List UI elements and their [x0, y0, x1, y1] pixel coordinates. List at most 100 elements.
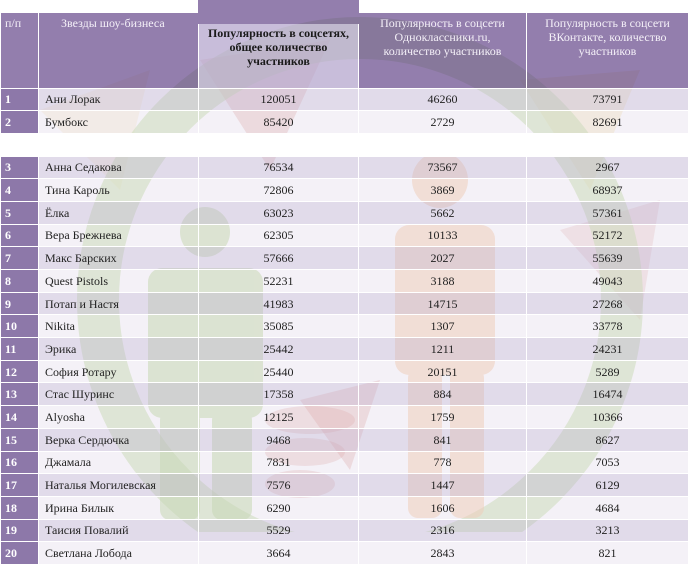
vkontakte-cell: 49043	[527, 270, 688, 293]
vkontakte-cell: 2967	[527, 156, 688, 179]
star-name-cell: Эрика	[39, 338, 199, 361]
total-popularity-cell: 7831	[199, 451, 359, 474]
header-odnoklassniki[interactable]: Популярность в соцсети Одноклассники.ru,…	[359, 12, 527, 88]
star-name-cell: София Ротару	[39, 360, 199, 383]
header-total-popularity[interactable]: Популярность в соцсетях, общее количеств…	[199, 12, 359, 88]
total-popularity-cell: 62305	[199, 224, 359, 247]
header-vkontakte[interactable]: Популярность в соцсети ВКонтакте, количе…	[527, 12, 688, 88]
odnoklassniki-cell: 2027	[359, 247, 527, 270]
vkontakte-cell: 5289	[527, 360, 688, 383]
row-separator	[1, 133, 688, 156]
odnoklassniki-cell: 1307	[359, 315, 527, 338]
vkontakte-cell: 6129	[527, 474, 688, 497]
row-number-cell: 9	[1, 292, 39, 315]
header-stars: Звезды шоу-бизнеса	[39, 12, 199, 88]
row-number-cell: 14	[1, 406, 39, 429]
row-number-cell: 16	[1, 451, 39, 474]
star-name-cell: Ирина Билык	[39, 496, 199, 519]
star-name-cell: Quest Pistols	[39, 270, 199, 293]
star-name-cell: Светлана Лобода	[39, 542, 199, 565]
vkontakte-cell: 24231	[527, 338, 688, 361]
row-number-cell: 5	[1, 201, 39, 224]
star-name-cell: Анна Седакова	[39, 156, 199, 179]
star-name-cell: Таисия Повалий	[39, 519, 199, 542]
star-name-cell: Наталья Могилевская	[39, 474, 199, 497]
total-popularity-cell: 72806	[199, 179, 359, 202]
total-popularity-cell: 7576	[199, 474, 359, 497]
odnoklassniki-cell: 10133	[359, 224, 527, 247]
vkontakte-cell: 33778	[527, 315, 688, 338]
vkontakte-cell: 8627	[527, 428, 688, 451]
row-number-cell: 4	[1, 179, 39, 202]
total-popularity-cell: 41983	[199, 292, 359, 315]
row-number-cell: 6	[1, 224, 39, 247]
star-name-cell: Тина Кароль	[39, 179, 199, 202]
row-number-cell: 12	[1, 360, 39, 383]
total-popularity-cell: 6290	[199, 496, 359, 519]
total-popularity-cell: 35085	[199, 315, 359, 338]
row-number-cell: 20	[1, 542, 39, 565]
row-number-cell: 2	[1, 111, 39, 134]
vkontakte-cell: 73791	[527, 88, 688, 111]
vkontakte-cell: 10366	[527, 406, 688, 429]
total-popularity-cell: 12125	[199, 406, 359, 429]
total-popularity-cell: 52231	[199, 270, 359, 293]
total-popularity-cell: 17358	[199, 383, 359, 406]
star-name-cell: Вера Брежнева	[39, 224, 199, 247]
odnoklassniki-cell: 2843	[359, 542, 527, 565]
odnoklassniki-cell: 3869	[359, 179, 527, 202]
row-number-cell: 19	[1, 519, 39, 542]
vkontakte-cell: 3213	[527, 519, 688, 542]
odnoklassniki-cell: 3188	[359, 270, 527, 293]
header-number: п/п	[1, 12, 39, 88]
odnoklassniki-cell: 1759	[359, 406, 527, 429]
total-popularity-cell: 57666	[199, 247, 359, 270]
vkontakte-cell: 821	[527, 542, 688, 565]
odnoklassniki-cell: 1211	[359, 338, 527, 361]
odnoklassniki-cell: 884	[359, 383, 527, 406]
odnoklassniki-cell: 778	[359, 451, 527, 474]
star-name-cell: Верка Сердючка	[39, 428, 199, 451]
total-popularity-cell: 25442	[199, 338, 359, 361]
star-name-cell: Макс Барских	[39, 247, 199, 270]
total-popularity-cell: 76534	[199, 156, 359, 179]
row-number-cell: 10	[1, 315, 39, 338]
star-name-cell: Alyosha	[39, 406, 199, 429]
star-name-cell: Nikita	[39, 315, 199, 338]
odnoklassniki-cell: 2316	[359, 519, 527, 542]
star-name-cell: Ёлка	[39, 201, 199, 224]
row-separator-cell	[1, 133, 688, 156]
vkontakte-cell: 55639	[527, 247, 688, 270]
odnoklassniki-cell: 2729	[359, 111, 527, 134]
odnoklassniki-cell: 5662	[359, 201, 527, 224]
star-name-cell: Джамала	[39, 451, 199, 474]
vkontakte-cell: 52172	[527, 224, 688, 247]
row-number-cell: 3	[1, 156, 39, 179]
vkontakte-cell: 16474	[527, 383, 688, 406]
vkontakte-cell: 7053	[527, 451, 688, 474]
total-popularity-cell: 25440	[199, 360, 359, 383]
odnoklassniki-cell: 1447	[359, 474, 527, 497]
odnoklassniki-cell: 1606	[359, 496, 527, 519]
row-number-cell: 8	[1, 270, 39, 293]
vkontakte-cell: 4684	[527, 496, 688, 519]
star-name-cell: Потап и Настя	[39, 292, 199, 315]
star-name-cell: Стас Шуринс	[39, 383, 199, 406]
odnoklassniki-cell: 14715	[359, 292, 527, 315]
